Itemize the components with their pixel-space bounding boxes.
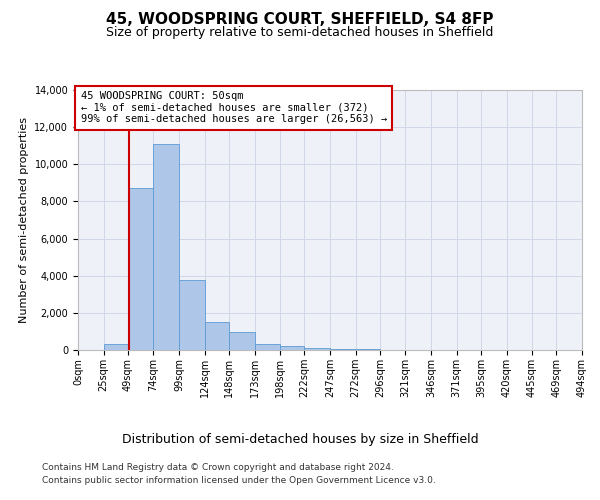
Bar bbox=[179, 280, 205, 350]
Bar bbox=[128, 188, 154, 350]
Text: Size of property relative to semi-detached houses in Sheffield: Size of property relative to semi-detach… bbox=[106, 26, 494, 39]
Text: 45 WOODSPRING COURT: 50sqm
← 1% of semi-detached houses are smaller (372)
99% of: 45 WOODSPRING COURT: 50sqm ← 1% of semi-… bbox=[80, 92, 387, 124]
Bar bbox=[254, 344, 280, 350]
Bar bbox=[304, 348, 330, 350]
Bar bbox=[330, 349, 356, 350]
Text: 45, WOODSPRING COURT, SHEFFIELD, S4 8FP: 45, WOODSPRING COURT, SHEFFIELD, S4 8FP bbox=[106, 12, 494, 28]
Text: Contains public sector information licensed under the Open Government Licence v3: Contains public sector information licen… bbox=[42, 476, 436, 485]
Text: Contains HM Land Registry data © Crown copyright and database right 2024.: Contains HM Land Registry data © Crown c… bbox=[42, 462, 394, 471]
Bar bbox=[280, 346, 304, 350]
Bar bbox=[205, 322, 229, 350]
Text: Distribution of semi-detached houses by size in Sheffield: Distribution of semi-detached houses by … bbox=[122, 432, 478, 446]
Bar bbox=[104, 344, 128, 350]
Bar bbox=[154, 144, 179, 350]
Y-axis label: Number of semi-detached properties: Number of semi-detached properties bbox=[19, 117, 29, 323]
Bar bbox=[229, 332, 254, 350]
